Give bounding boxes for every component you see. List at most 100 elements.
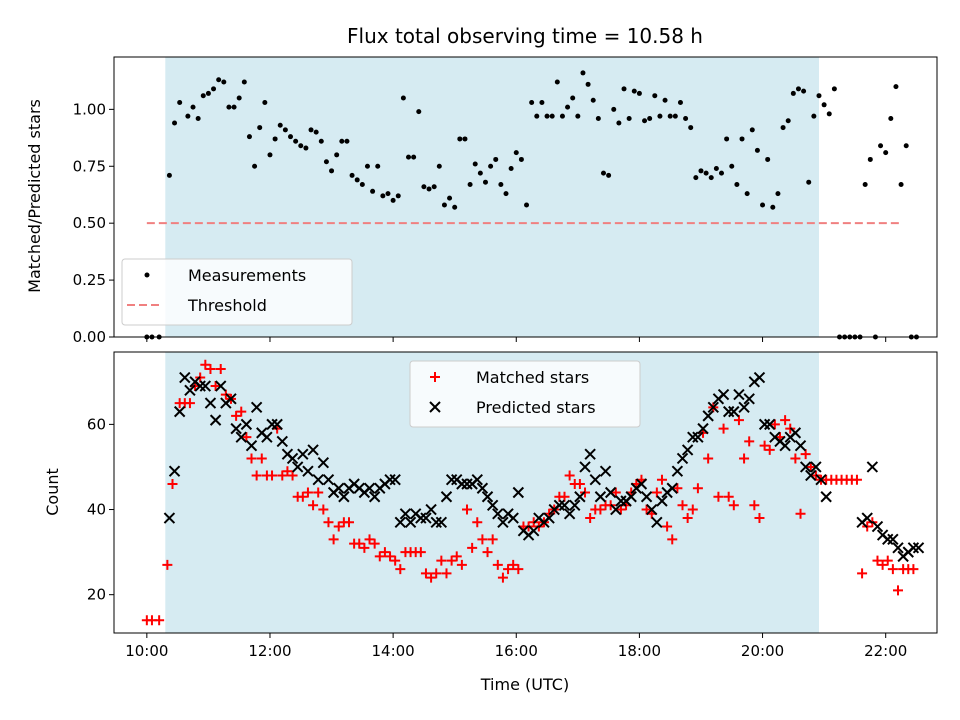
data-point bbox=[277, 470, 288, 481]
data-point bbox=[266, 418, 278, 431]
data-point bbox=[194, 380, 206, 392]
data-point bbox=[297, 491, 308, 502]
data-point bbox=[245, 439, 258, 452]
data-point bbox=[185, 113, 191, 119]
data-point bbox=[209, 414, 222, 426]
data-point bbox=[621, 86, 627, 92]
data-point bbox=[230, 422, 242, 435]
data-point bbox=[457, 136, 463, 142]
data-point bbox=[600, 170, 606, 176]
data-point bbox=[738, 401, 750, 414]
data-point bbox=[564, 470, 575, 481]
data-point bbox=[861, 512, 873, 524]
data-point bbox=[574, 491, 586, 503]
data-point bbox=[779, 439, 791, 452]
data-point bbox=[707, 401, 719, 414]
data-point bbox=[162, 559, 173, 570]
data-point bbox=[195, 115, 201, 121]
data-point bbox=[359, 181, 365, 187]
data-point bbox=[683, 115, 689, 121]
data-point bbox=[267, 152, 273, 158]
data-point bbox=[488, 163, 494, 169]
data-point bbox=[308, 127, 314, 133]
y-tick-label: 60 bbox=[87, 415, 106, 433]
data-point bbox=[805, 469, 817, 482]
data-point bbox=[276, 435, 289, 448]
data-point bbox=[252, 163, 258, 169]
data-point bbox=[477, 534, 488, 545]
data-point bbox=[820, 491, 832, 503]
data-point bbox=[579, 461, 591, 473]
data-point bbox=[477, 170, 483, 176]
series-measurements bbox=[144, 70, 919, 340]
data-point bbox=[672, 483, 683, 494]
data-point bbox=[440, 491, 453, 503]
data-point bbox=[298, 143, 304, 149]
data-point bbox=[374, 551, 385, 562]
data-point bbox=[882, 555, 893, 566]
data-point bbox=[344, 138, 350, 144]
data-point bbox=[411, 154, 417, 160]
data-point bbox=[671, 465, 684, 477]
data-point bbox=[395, 564, 406, 575]
data-point bbox=[580, 70, 586, 76]
data-point bbox=[558, 499, 571, 511]
data-point bbox=[380, 193, 386, 199]
data-point bbox=[589, 474, 601, 486]
data-point bbox=[815, 474, 827, 486]
y-tick-label: 0.50 bbox=[73, 214, 106, 232]
data-point bbox=[775, 191, 781, 197]
data-point bbox=[759, 440, 770, 451]
data-point bbox=[507, 512, 519, 524]
data-point bbox=[646, 503, 658, 516]
data-point bbox=[452, 204, 458, 210]
data-point bbox=[585, 81, 591, 87]
data-point bbox=[257, 125, 263, 131]
legend-label: Matched stars bbox=[476, 368, 589, 387]
data-point bbox=[878, 143, 884, 149]
x-tick-label: 18:00 bbox=[618, 642, 661, 660]
data-point bbox=[246, 453, 257, 464]
data-point bbox=[728, 500, 739, 511]
data-point bbox=[667, 534, 678, 545]
data-point bbox=[723, 491, 734, 502]
data-point bbox=[271, 418, 283, 431]
data-point bbox=[718, 423, 729, 434]
data-point bbox=[590, 97, 596, 103]
data-point bbox=[481, 491, 494, 503]
y-tick-label: 1.00 bbox=[73, 100, 106, 118]
data-point bbox=[728, 405, 740, 418]
data-point bbox=[390, 555, 401, 566]
data-point bbox=[431, 568, 442, 579]
data-point bbox=[508, 166, 514, 172]
legend-label: Predicted stars bbox=[476, 398, 596, 417]
data-point bbox=[368, 491, 381, 503]
data-point bbox=[456, 559, 467, 570]
data-point bbox=[569, 499, 581, 511]
data-point bbox=[235, 431, 247, 443]
data-point bbox=[394, 516, 407, 529]
data-point bbox=[287, 470, 298, 481]
data-point bbox=[497, 516, 509, 529]
data-point bbox=[200, 359, 211, 370]
data-point bbox=[318, 504, 329, 515]
data-point bbox=[584, 448, 596, 460]
data-point bbox=[719, 170, 725, 176]
data-point bbox=[826, 111, 832, 117]
data-point bbox=[615, 495, 627, 507]
data-point bbox=[154, 615, 165, 626]
data-point bbox=[210, 381, 221, 392]
data-point bbox=[430, 516, 442, 529]
data-point bbox=[795, 86, 801, 92]
data-point bbox=[395, 193, 401, 199]
x-tick-label: 10:00 bbox=[125, 642, 168, 660]
data-point bbox=[333, 482, 345, 494]
data-point bbox=[282, 466, 293, 477]
legend-marker bbox=[144, 272, 150, 278]
data-point bbox=[717, 388, 730, 401]
data-point bbox=[672, 113, 678, 119]
data-point bbox=[282, 127, 288, 133]
data-point bbox=[199, 380, 212, 392]
data-point bbox=[795, 508, 806, 519]
